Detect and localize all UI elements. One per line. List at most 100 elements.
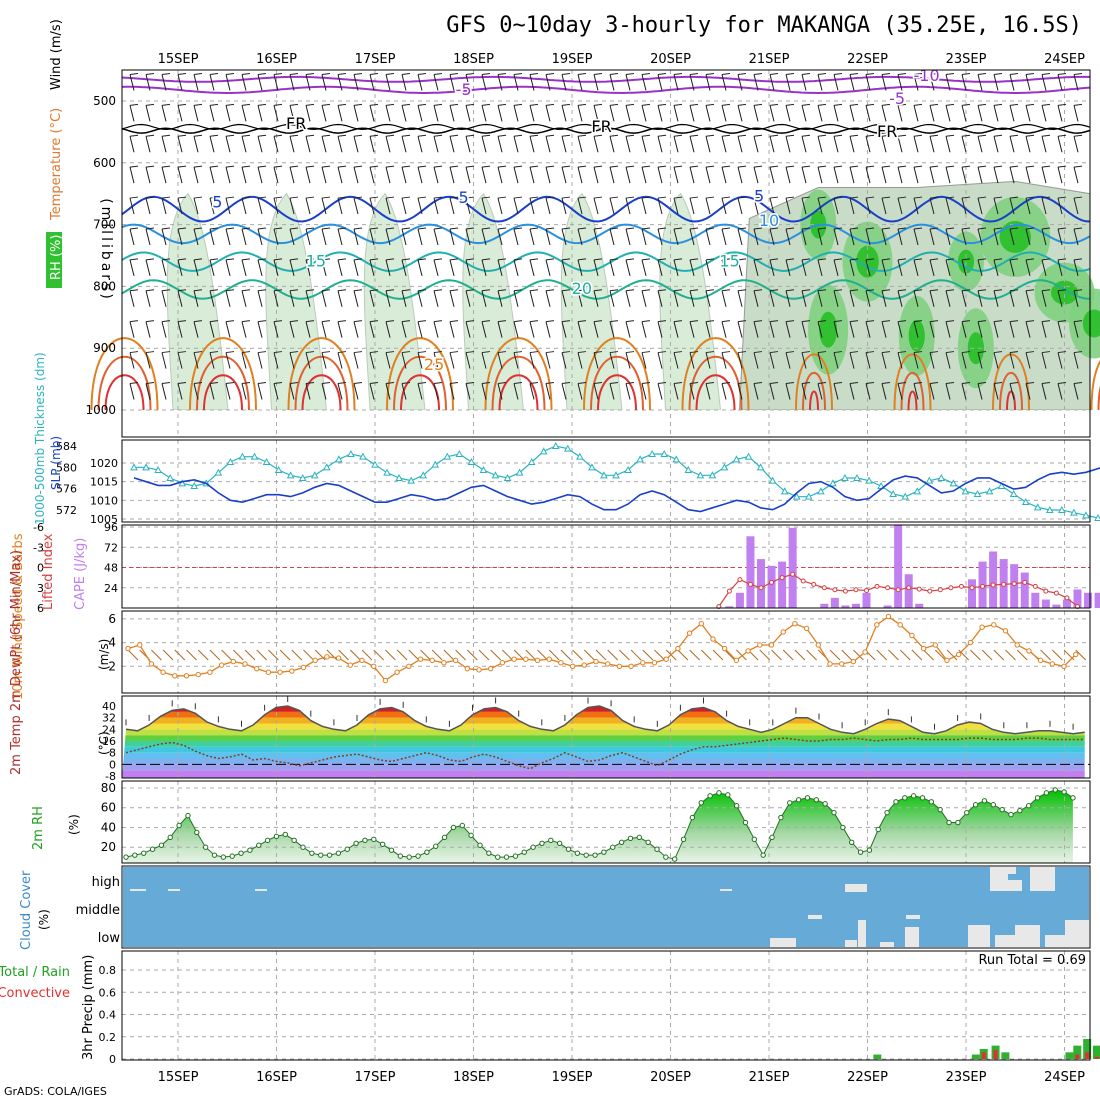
wind-barb-10m: [1006, 650, 1016, 660]
precip-total-bar: [1001, 1052, 1009, 1059]
wind-barb: [626, 291, 630, 307]
wind-barb-feather: [354, 321, 362, 322]
panel-frame-precip: [122, 951, 1090, 1060]
wind-barb-feather: [354, 290, 362, 291]
wind-barb: [1042, 74, 1046, 90]
wind-barb: [530, 260, 534, 276]
wind-barb: [802, 105, 806, 121]
wind-speed-point: [126, 646, 130, 650]
wind-barb-feather: [722, 321, 730, 322]
wind-barb-feather: [418, 228, 426, 229]
wind-barb-feather: [610, 197, 618, 198]
rh-point: [372, 837, 376, 841]
wind-speed-point: [149, 662, 153, 666]
cape-bar: [915, 604, 923, 608]
wind-barb-feather: [818, 166, 826, 167]
date-tick-bottom: 24SEP: [1044, 1070, 1085, 1085]
wind-speed-point: [629, 664, 633, 668]
wind-speed-point: [559, 661, 563, 665]
wind-barb: [370, 167, 374, 183]
wind-barb: [354, 322, 358, 338]
lifted-index-point: [1033, 584, 1037, 588]
slp-label: SLP (mb): [49, 436, 63, 490]
wind-barb-feather: [242, 290, 250, 291]
wind-barb-10m: [187, 650, 197, 660]
wind-barb: [226, 291, 230, 307]
rh-point: [911, 794, 915, 798]
wind-barb-feather: [226, 382, 234, 383]
wind-barb-feather: [690, 135, 698, 136]
temp-band: [122, 770, 1090, 782]
lifted-index-point: [1012, 582, 1016, 586]
wind-barb: [258, 74, 262, 90]
wind-barb: [818, 167, 822, 183]
wind-barb: [402, 105, 406, 121]
wind-barb: [546, 167, 550, 183]
wind-barb-feather: [722, 352, 730, 353]
wind-barb: [946, 167, 950, 183]
wind-barb-feather: [242, 104, 250, 105]
panel-frame-cape-li: [122, 525, 1090, 608]
wind-barb: [642, 136, 646, 152]
rh-plume: [167, 194, 228, 410]
wind-barb-feather: [738, 104, 746, 105]
date-tick-top: 19SEP: [552, 52, 593, 67]
rh-point: [531, 845, 535, 849]
wind-barb: [242, 383, 246, 399]
wind-barb: [258, 291, 262, 307]
wind-barb: [338, 229, 342, 245]
wind-barb-feather: [722, 290, 730, 291]
lifted-index-point: [1044, 589, 1048, 593]
wind-barb-feather: [850, 166, 858, 167]
wind-speed-point: [910, 633, 914, 637]
wind-barb-feather: [322, 166, 330, 167]
wind-barb-feather: [498, 228, 506, 229]
wind-barb-feather: [354, 166, 362, 167]
wind-barb-feather: [546, 228, 554, 229]
wind-barb-feather: [690, 197, 698, 198]
wind-barb-feather: [146, 259, 154, 260]
wind-barb: [706, 167, 710, 183]
wind-barb: [546, 353, 550, 369]
contour-label: 5: [459, 188, 469, 207]
wind-barb: [514, 105, 518, 121]
wind-barb-feather: [258, 228, 266, 229]
wind-barb: [642, 291, 646, 307]
wind-barb: [818, 105, 822, 121]
wind-barb: [146, 167, 150, 183]
wind-barb: [722, 291, 726, 307]
wind-barb: [546, 105, 550, 121]
thickness-point: [950, 480, 956, 486]
wind-barb: [882, 105, 886, 121]
wind-barb-feather: [306, 166, 314, 167]
cloud-cover-cell: [1008, 867, 1016, 874]
wind-barb-feather: [322, 321, 330, 322]
wind-speed-point: [734, 658, 738, 662]
wind-barb-feather: [418, 290, 426, 291]
wind-barb: [482, 105, 486, 121]
wind-barb: [146, 136, 150, 152]
rh-point: [487, 851, 491, 855]
wind-barb: [354, 353, 358, 369]
wind-barb: [418, 74, 422, 90]
wind-barb: [770, 136, 774, 152]
lifted-index-point: [1054, 591, 1058, 595]
thickness-point: [312, 472, 318, 478]
wind-barb-feather: [290, 73, 298, 74]
lifted-tick-label: -6: [33, 521, 44, 534]
wind-barb-feather: [450, 228, 458, 229]
wind10m-units-group: (m/s): [97, 639, 111, 670]
wind-barb-feather: [994, 73, 1002, 74]
wind-barb-feather: [370, 197, 378, 198]
wind-barb-feather: [386, 166, 394, 167]
wind-speed-point: [664, 657, 668, 661]
wind-barb: [914, 136, 918, 152]
wind-barb-feather: [530, 73, 538, 74]
lifted-index-point: [917, 587, 921, 591]
lifted-index-point: [938, 588, 942, 592]
rh-point: [867, 848, 871, 852]
wind-barb-feather: [402, 104, 410, 105]
wind-barb-10m: [210, 650, 220, 660]
wind-barb-10m: [807, 650, 817, 660]
